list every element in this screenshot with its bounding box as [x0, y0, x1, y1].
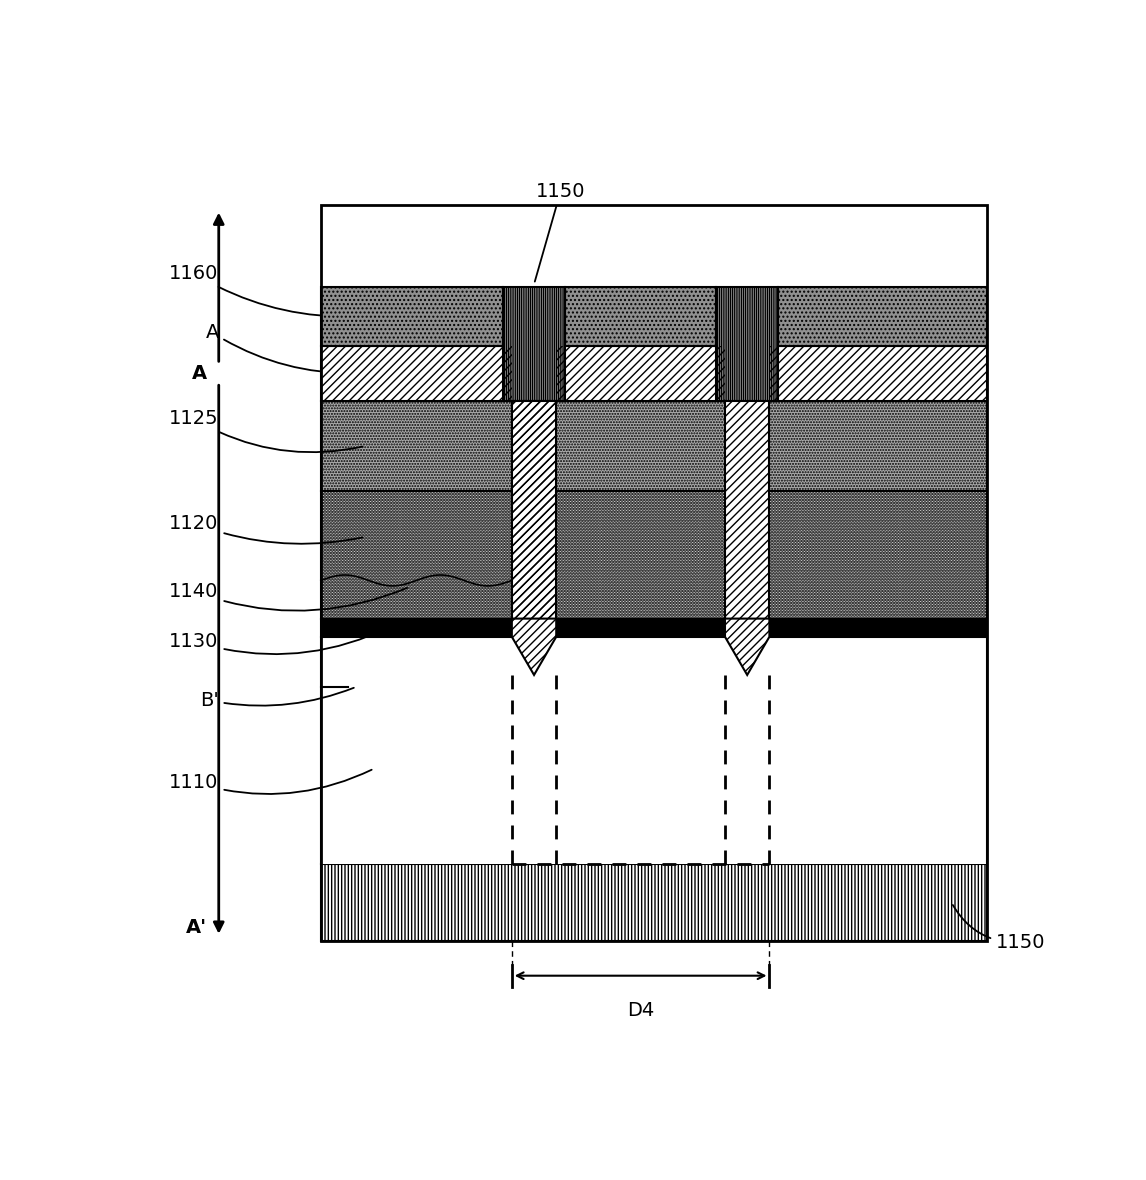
Text: A: A [193, 363, 207, 382]
Bar [321, 346, 512, 400]
Text: A: A [205, 323, 354, 373]
Bar [321, 491, 987, 618]
Bar [503, 287, 565, 400]
Bar [321, 346, 512, 400]
Bar [321, 864, 987, 942]
Bar [321, 864, 987, 942]
Bar [321, 287, 503, 346]
Bar [321, 287, 503, 346]
Bar [503, 287, 565, 400]
Bar [556, 346, 725, 400]
Bar [716, 287, 778, 400]
Bar [321, 400, 987, 491]
Text: 1150: 1150 [952, 905, 1045, 952]
Bar [778, 287, 987, 346]
Bar [512, 400, 556, 618]
Text: A': A' [186, 918, 207, 937]
Bar [565, 287, 716, 346]
Bar [556, 346, 725, 400]
Text: 1120: 1120 [170, 513, 362, 544]
Bar [321, 491, 987, 618]
Text: 1130: 1130 [170, 627, 390, 654]
Text: 1125: 1125 [170, 409, 362, 452]
Polygon shape [512, 618, 556, 675]
Text: 1110: 1110 [170, 769, 371, 794]
Text: B': B' [201, 688, 354, 710]
Text: 1140: 1140 [170, 582, 407, 611]
Bar [725, 400, 769, 618]
Bar [769, 346, 987, 400]
Text: 1150: 1150 [535, 182, 586, 282]
Bar [512, 400, 556, 618]
Bar [512, 400, 556, 618]
Bar [321, 400, 987, 491]
Text: 1160: 1160 [170, 264, 354, 316]
Bar [769, 346, 987, 400]
Bar [321, 637, 987, 864]
Bar [512, 400, 556, 618]
Polygon shape [725, 618, 769, 675]
Bar [725, 400, 769, 618]
Text: D4: D4 [627, 1001, 654, 1021]
Bar [565, 287, 716, 346]
Bar [716, 287, 778, 400]
Bar [321, 618, 987, 637]
Bar [778, 287, 987, 346]
Bar [321, 205, 987, 942]
